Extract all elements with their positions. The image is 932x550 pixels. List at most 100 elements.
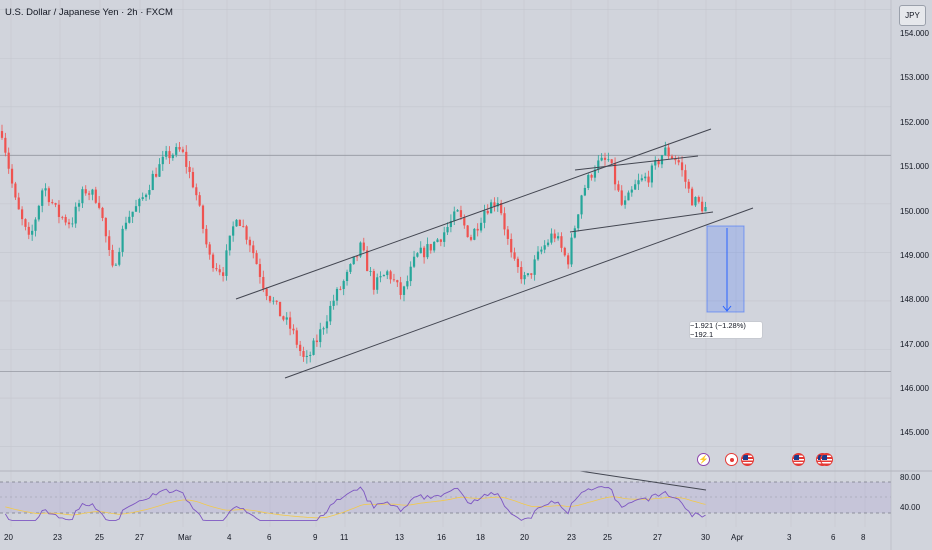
candle-body: [587, 174, 590, 188]
candle-body: [262, 276, 265, 289]
candle-body: [325, 321, 329, 329]
candle-body: [21, 209, 24, 220]
candle-body: [34, 219, 37, 231]
candle-body: [51, 202, 54, 204]
candle-body: [278, 301, 282, 317]
candle-body: [483, 210, 486, 223]
candle-body: [617, 184, 620, 191]
candle-body: [171, 154, 174, 159]
candle-body: [513, 252, 516, 259]
candle-body: [84, 189, 87, 194]
time-tick-label: 3: [787, 533, 792, 542]
candle-body: [4, 137, 7, 153]
candle-body: [198, 195, 201, 206]
candle-body: [272, 300, 275, 302]
wedge-lower-trendline: [569, 211, 714, 233]
us-flag-icon[interactable]: [820, 453, 833, 466]
candle-body: [299, 344, 302, 352]
candle-body: [41, 190, 44, 206]
candle-body: [503, 213, 506, 230]
candle-body: [114, 264, 117, 266]
candle-body: [389, 271, 392, 280]
candle-body: [567, 255, 570, 265]
candle-body: [463, 217, 466, 226]
candle-body: [396, 280, 399, 283]
candle-body: [392, 279, 396, 281]
candle-body: [570, 237, 573, 265]
candle-body: [590, 174, 593, 178]
price-tick-label: 145.000: [900, 428, 929, 437]
lightning-icon[interactable]: ⚡: [697, 453, 710, 466]
candle-body: [47, 188, 50, 203]
candle-body: [312, 340, 315, 355]
time-tick-label: 23: [567, 533, 576, 542]
candle-body: [232, 226, 235, 236]
candle-body: [108, 236, 111, 250]
price-tick-label: 150.000: [900, 207, 929, 216]
rsi-ma-line: [5, 496, 706, 519]
candle-body: [104, 218, 107, 237]
us-flag-icon[interactable]: [741, 453, 754, 466]
candle-body: [386, 271, 389, 276]
candle-body: [409, 266, 412, 282]
candle-body: [158, 164, 161, 177]
candle-body: [506, 229, 509, 239]
candle-body: [128, 216, 131, 223]
candle-body: [543, 245, 546, 250]
candle-body: [573, 228, 576, 238]
candle-body: [536, 251, 540, 260]
candle-body: [557, 236, 560, 239]
record-icon[interactable]: [725, 453, 738, 466]
candle-body: [289, 317, 292, 329]
candle-body: [0, 131, 4, 138]
rsi-band: [0, 482, 891, 513]
candle-body: [181, 149, 184, 152]
candle-body: [533, 259, 536, 275]
time-tick-label: 20: [4, 533, 13, 542]
candle-body: [520, 267, 523, 280]
candle-body: [399, 282, 402, 295]
candle-body: [282, 316, 285, 320]
candle-body: [469, 237, 473, 240]
time-tick-label: Mar: [178, 533, 192, 542]
candle-body: [382, 275, 385, 277]
time-tick-label: 30: [701, 533, 710, 542]
time-tick-label: 18: [476, 533, 485, 542]
candle-body: [44, 188, 47, 191]
candle-body: [674, 158, 677, 161]
time-tick-label: 4: [227, 533, 232, 542]
candle-body: [704, 207, 707, 212]
price-tick-label: 146.000: [900, 384, 929, 393]
candle-body: [94, 189, 97, 203]
candle-body: [265, 288, 268, 297]
time-tick-label: 13: [395, 533, 404, 542]
candle-body: [208, 244, 211, 255]
candle-body: [322, 328, 325, 330]
us-flag-icon[interactable]: [792, 453, 805, 466]
candle-body: [222, 272, 225, 276]
currency-badge[interactable]: JPY: [899, 5, 926, 26]
candle-body: [540, 249, 543, 252]
candle-body: [560, 236, 563, 248]
candle-body: [245, 226, 248, 240]
candle-body: [654, 160, 657, 166]
candle-body: [667, 147, 670, 157]
candle-body: [620, 190, 623, 205]
candle-body: [640, 178, 643, 181]
candle-body: [258, 264, 262, 277]
candle-body: [627, 192, 630, 201]
candle-body: [624, 200, 627, 205]
candle-body: [593, 169, 597, 178]
candle-body: [292, 328, 295, 331]
candle-body: [141, 197, 144, 200]
candle-body: [406, 281, 409, 287]
candle-body: [165, 151, 168, 157]
candle-body: [57, 204, 61, 217]
candle-body: [379, 276, 382, 278]
candle-body: [419, 247, 422, 254]
candle-body: [215, 268, 218, 270]
candle-body: [523, 275, 526, 280]
candle-body: [402, 286, 406, 295]
candle-body: [349, 264, 352, 272]
